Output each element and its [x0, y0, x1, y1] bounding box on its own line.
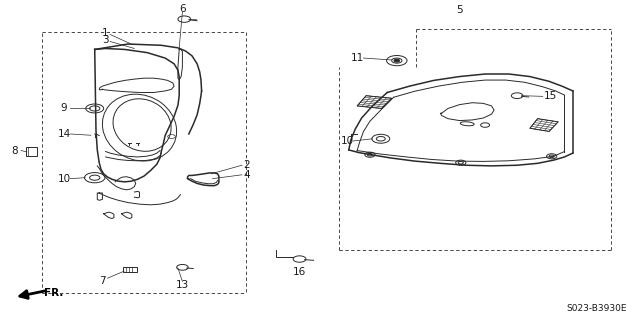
Text: 14: 14 [58, 129, 70, 139]
Text: 7: 7 [99, 276, 106, 286]
Bar [26, 147, 37, 156]
Text: 10: 10 [340, 136, 353, 146]
Text: FR.: FR. [44, 288, 63, 298]
Text: S023-B3930E: S023-B3930E [566, 304, 627, 313]
Text: 9: 9 [61, 103, 67, 114]
Bar [123, 267, 137, 272]
Text: 2: 2 [243, 160, 250, 170]
Text: 15: 15 [544, 91, 557, 101]
Text: 5: 5 [456, 4, 463, 15]
Text: 6: 6 [179, 4, 186, 14]
Text: 8: 8 [11, 145, 17, 156]
Text: 16: 16 [293, 267, 306, 277]
Circle shape [394, 59, 399, 62]
Text: 10: 10 [58, 174, 70, 184]
Text: 1: 1 [102, 27, 109, 38]
Text: 11: 11 [351, 53, 364, 63]
Text: 4: 4 [243, 170, 250, 180]
Text: 3: 3 [102, 35, 109, 45]
Text: 13: 13 [176, 279, 189, 290]
